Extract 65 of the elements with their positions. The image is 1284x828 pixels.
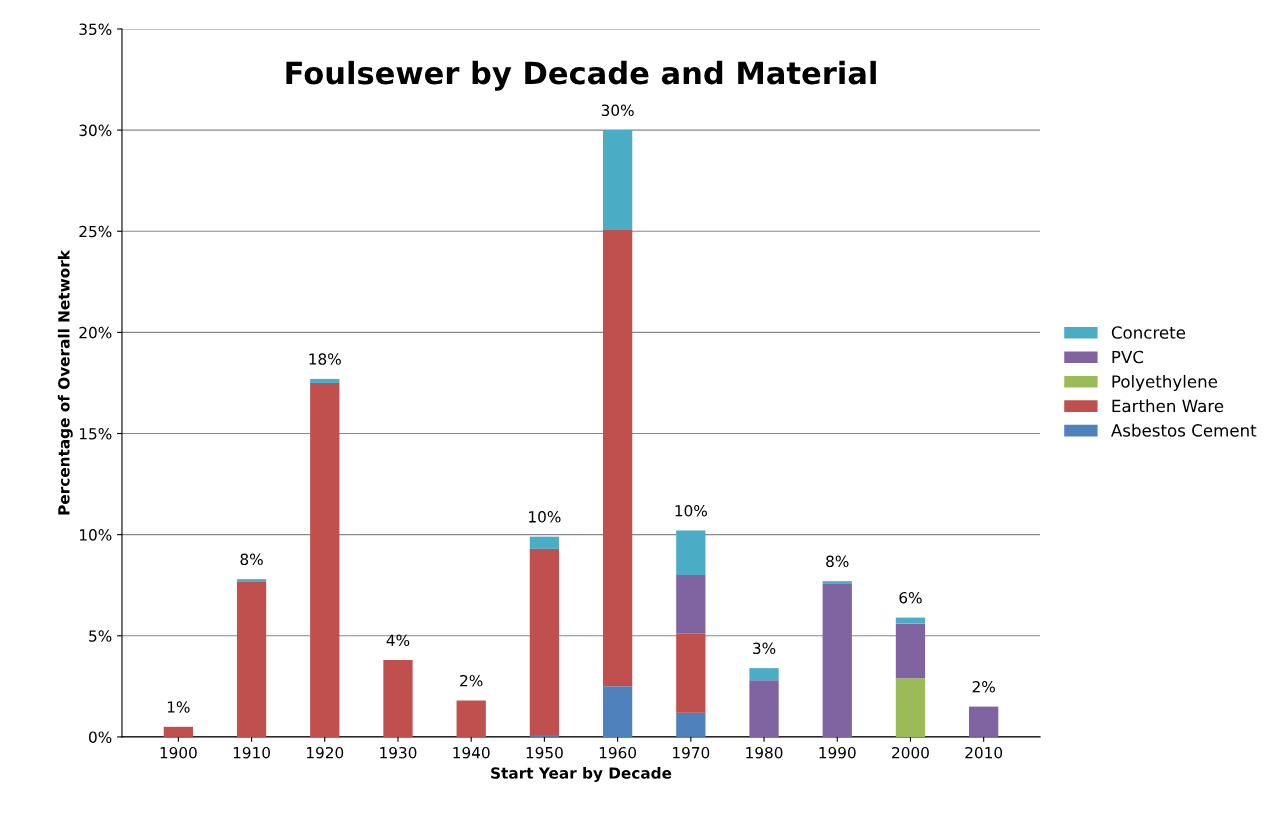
x-tick-label: 1960 bbox=[599, 746, 637, 759]
bar bbox=[456, 700, 486, 737]
x-tick-label: 1920 bbox=[307, 746, 344, 759]
bar bbox=[676, 633, 706, 713]
total-label: 2% bbox=[460, 674, 483, 687]
bar bbox=[895, 617, 926, 624]
total-label: 10% bbox=[529, 511, 561, 523]
y-tick-label: 35% bbox=[79, 23, 112, 35]
text: Foulsewer by Decade and Material bbox=[286, 60, 876, 91]
x-tick-label: 1900 bbox=[160, 746, 197, 759]
bar bbox=[602, 686, 633, 737]
x-tick-label: 2000 bbox=[892, 746, 929, 759]
x-tick-label: 1970 bbox=[673, 746, 710, 759]
total-label: 8% bbox=[826, 555, 849, 568]
total-label: 8% bbox=[240, 553, 263, 566]
y-tick-label: 30% bbox=[79, 124, 112, 137]
y-tick-label: 15% bbox=[79, 427, 112, 440]
x-tick-label: 1940 bbox=[453, 746, 490, 759]
bar bbox=[236, 579, 267, 582]
x-tick-label: 1980 bbox=[746, 746, 783, 759]
bar bbox=[310, 378, 340, 383]
y-tick-label: 10% bbox=[79, 529, 112, 541]
bar bbox=[895, 678, 926, 737]
x-tick-label: 1910 bbox=[233, 746, 270, 759]
x-tick-label: 1990 bbox=[819, 746, 856, 759]
bar bbox=[602, 229, 633, 687]
bar bbox=[529, 734, 560, 737]
legend-label: Asbestos Cement bbox=[1111, 423, 1257, 437]
legend-label: Concrete bbox=[1111, 326, 1186, 339]
legend-label: PVC bbox=[1112, 350, 1144, 364]
total-label: 30% bbox=[601, 104, 634, 117]
legend-label: Polyethylene bbox=[1112, 374, 1218, 392]
y-tick-label: 20% bbox=[79, 326, 112, 339]
y-tick-label: 25% bbox=[79, 225, 112, 238]
x-tick-label: 1950 bbox=[526, 746, 563, 759]
bar bbox=[236, 581, 267, 737]
total-label: 3% bbox=[753, 642, 776, 655]
bar bbox=[383, 660, 413, 737]
y-axis-title: Percentage of Overall Network bbox=[57, 249, 73, 515]
legend-label: Earthen Ware bbox=[1112, 399, 1224, 413]
y-tick-label: 5% bbox=[89, 630, 112, 642]
bar bbox=[163, 726, 193, 737]
x-tick-label: 2010 bbox=[965, 746, 1003, 759]
bar bbox=[529, 536, 560, 549]
bar bbox=[969, 706, 999, 737]
total-label: 18% bbox=[309, 353, 341, 365]
bar bbox=[749, 680, 779, 737]
bar bbox=[895, 623, 926, 679]
bar bbox=[676, 712, 706, 737]
total-label: 10% bbox=[675, 504, 707, 517]
total-label: 6% bbox=[899, 591, 922, 604]
total-label: 2% bbox=[972, 680, 995, 693]
bar bbox=[602, 130, 633, 230]
total-label: 4% bbox=[386, 634, 410, 646]
bar bbox=[749, 668, 779, 681]
bar bbox=[822, 581, 852, 584]
x-axis-title: Start Year by Decade bbox=[491, 766, 672, 782]
bar bbox=[676, 575, 706, 634]
y-tick-label: 0% bbox=[89, 731, 112, 743]
x-tick-label: 1930 bbox=[380, 746, 417, 759]
total-label: 1% bbox=[167, 701, 190, 713]
bar bbox=[822, 583, 852, 737]
bar bbox=[310, 382, 340, 737]
bar bbox=[529, 548, 560, 735]
bar bbox=[676, 530, 706, 576]
